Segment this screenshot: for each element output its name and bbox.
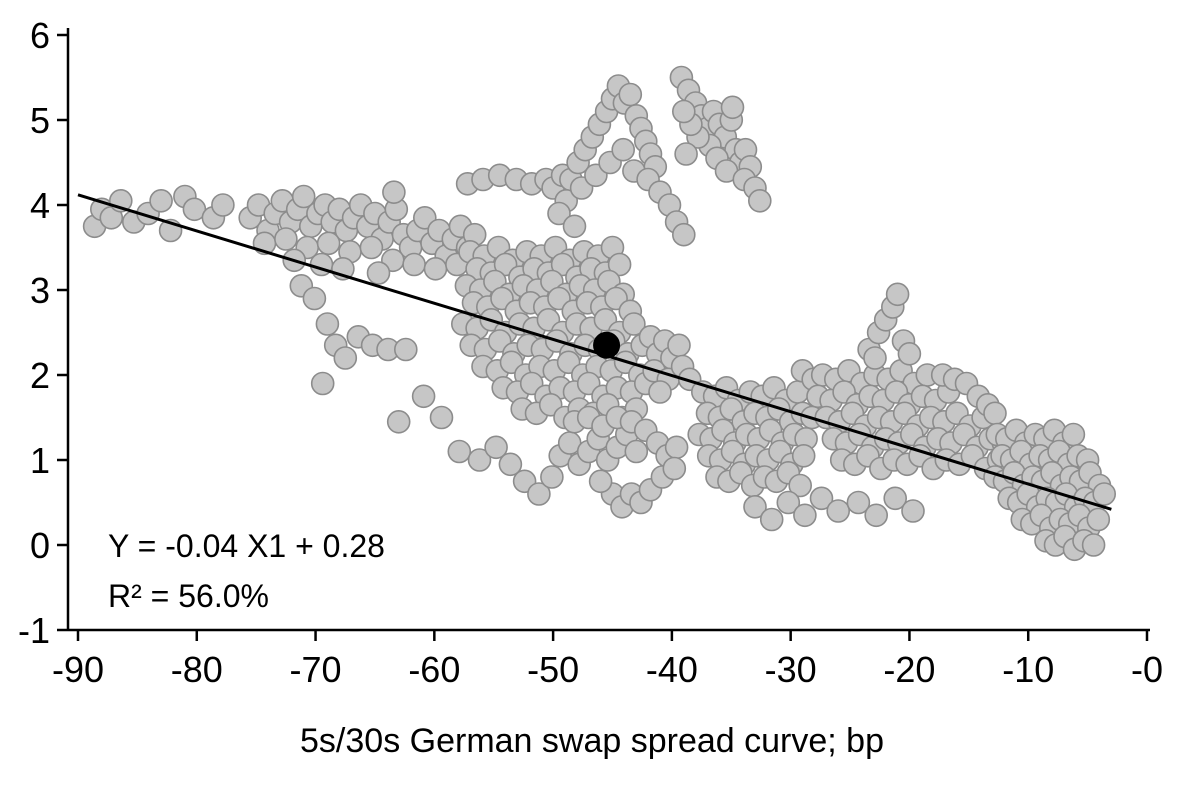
- x-tick-label: -60: [408, 649, 460, 690]
- x-tick-label: -70: [290, 649, 342, 690]
- y-axis: -1 0 1 2 3 4 5 6: [18, 15, 70, 651]
- y-tick-label: 4: [30, 185, 50, 226]
- x-tick-label: -0: [1131, 649, 1163, 690]
- data-point: [648, 380, 672, 404]
- x-tick-label: -20: [883, 649, 935, 690]
- y-tick-label: 2: [30, 355, 50, 396]
- data-point: [897, 341, 922, 366]
- highlight-point-layer: [593, 331, 621, 359]
- y-tick-label: 0: [30, 525, 50, 566]
- x-axis: -90 -80 -70 -60 -50 -40 -30 -20 -10 -0: [52, 628, 1163, 690]
- data-point: [747, 189, 772, 213]
- data-point: [315, 312, 340, 336]
- y-tick-label: 6: [30, 15, 50, 56]
- data-point: [447, 439, 472, 464]
- data-point: [671, 222, 696, 247]
- data-point: [302, 286, 327, 311]
- regression-line: [77, 193, 1112, 511]
- x-tick-label: -80: [171, 649, 223, 690]
- x-tick-label: -90: [52, 649, 104, 690]
- data-point: [611, 137, 636, 162]
- data-point: [211, 193, 235, 217]
- data-point: [366, 261, 391, 285]
- x-axis-title: 5s/30s German swap spread curve; bp: [300, 722, 884, 760]
- data-point: [1081, 533, 1106, 557]
- data-point: [826, 499, 851, 523]
- data-point: [429, 405, 454, 430]
- data-point: [423, 256, 448, 281]
- y-tick-label: 3: [30, 270, 50, 311]
- data-point: [359, 235, 384, 260]
- data-point: [333, 346, 358, 370]
- data-point: [467, 448, 492, 472]
- data-point: [402, 252, 426, 277]
- data-point: [386, 409, 411, 434]
- data-point: [310, 371, 335, 396]
- data-point: [674, 142, 698, 166]
- data-point: [393, 337, 418, 362]
- data-point: [793, 503, 817, 528]
- data-point: [316, 231, 341, 256]
- data-point: [776, 490, 801, 515]
- data-point: [664, 435, 689, 460]
- data-point: [484, 435, 508, 460]
- data-point: [671, 99, 696, 124]
- data-point: [382, 180, 406, 204]
- data-point: [864, 503, 889, 528]
- regression-equation-label: Y = -0.04 X1 + 0.28: [108, 528, 385, 564]
- data-point: [901, 499, 925, 523]
- data-point: [588, 469, 613, 494]
- y-tick-label: 1: [30, 440, 50, 481]
- x-tick-label: -30: [765, 649, 817, 690]
- data-point: [1092, 482, 1116, 506]
- data-point: [618, 82, 643, 107]
- y-tick-label: -1: [18, 610, 50, 651]
- data-point: [883, 486, 908, 511]
- data-point: [743, 494, 767, 519]
- data-point: [788, 473, 813, 498]
- data-point: [291, 184, 316, 209]
- points-layer: [82, 65, 1116, 562]
- data-point: [809, 486, 834, 511]
- data-point: [1086, 507, 1111, 532]
- data-point: [562, 214, 587, 239]
- data-point: [527, 482, 551, 506]
- data-point: [662, 456, 687, 481]
- regression-line-layer: [77, 193, 1112, 511]
- data-point: [863, 346, 887, 370]
- data-point: [540, 465, 564, 489]
- x-tick-label: -10: [1002, 649, 1054, 690]
- data-point: [622, 312, 646, 336]
- x-tick-label: -40: [646, 649, 698, 690]
- data-point: [607, 252, 632, 277]
- y-tick-label: 5: [30, 100, 50, 141]
- data-point: [791, 443, 816, 468]
- data-point: [983, 401, 1007, 426]
- x-tick-label: -50: [527, 649, 579, 690]
- data-point: [411, 384, 436, 409]
- data-point: [547, 201, 571, 226]
- data-point: [759, 507, 784, 532]
- data-point: [667, 333, 691, 358]
- data-point: [498, 452, 523, 477]
- r-squared-label: R² = 56.0%: [108, 578, 269, 614]
- data-point: [624, 439, 649, 464]
- data-point: [720, 95, 745, 120]
- data-point: [149, 189, 173, 213]
- data-point: [885, 282, 910, 307]
- data-point: [846, 490, 871, 515]
- highlight-point: [593, 331, 621, 359]
- data-point: [274, 227, 298, 251]
